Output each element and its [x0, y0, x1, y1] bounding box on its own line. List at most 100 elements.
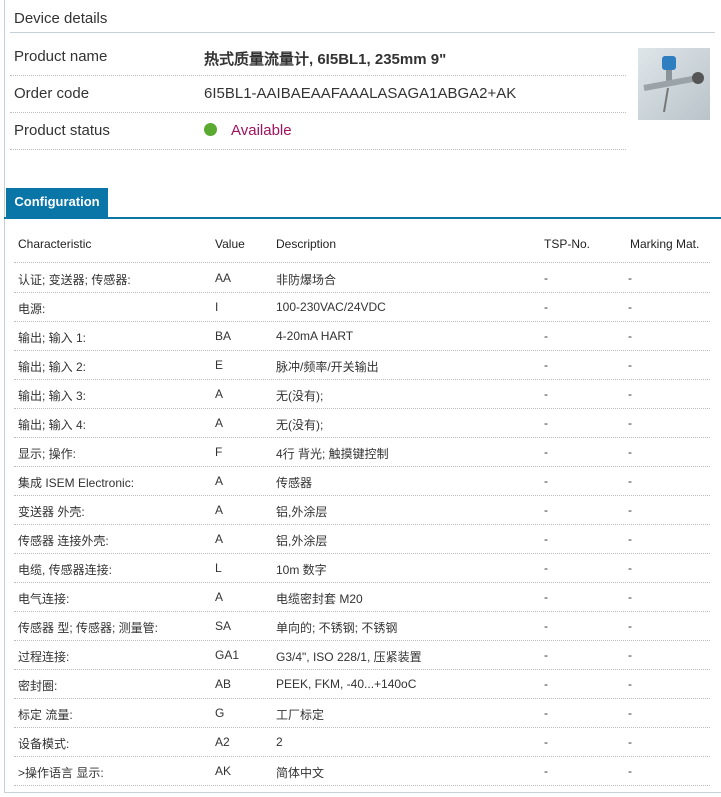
- header-tsp-no: TSP-No.: [544, 237, 591, 251]
- cell-marking-mat: -: [628, 329, 632, 343]
- table-row: 变送器 外壳: A 铝,外涂层 - -: [14, 495, 710, 525]
- cell-description: 单向的; 不锈钢; 不锈钢: [276, 621, 398, 635]
- product-name-row: Product name 热式质量流量计, 6I5BL1, 235mm 9": [10, 38, 626, 76]
- product-status-label: Product status: [14, 122, 110, 139]
- cell-value: A: [215, 416, 224, 430]
- tab-underline: [4, 217, 721, 219]
- table-row: 输出; 输入 2: E 脉冲/频率/开关输出 - -: [14, 350, 710, 380]
- cell-marking-mat: -: [628, 387, 632, 401]
- table-row: 电缆, 传感器连接: L 10m 数字 - -: [14, 553, 710, 583]
- cell-value: AK: [215, 764, 232, 778]
- cell-characteristic: 传感器 连接外壳:: [18, 534, 109, 548]
- cell-tsp-no: -: [544, 764, 548, 778]
- cell-description: 铝,外涂层: [276, 505, 328, 519]
- cell-value: A: [215, 387, 224, 401]
- cell-description: 4-20mA HART: [276, 329, 354, 343]
- cell-tsp-no: -: [544, 648, 548, 662]
- cell-characteristic: 认证; 变送器; 传感器:: [18, 273, 131, 287]
- product-image: [638, 48, 710, 120]
- cell-marking-mat: -: [628, 735, 632, 749]
- header-value: Value: [215, 237, 245, 251]
- cell-tsp-no: -: [544, 474, 548, 488]
- cell-characteristic: 电源:: [18, 302, 46, 316]
- cell-tsp-no: -: [544, 387, 548, 401]
- cell-value: A: [215, 590, 224, 604]
- cell-characteristic: 显示; 操作:: [18, 447, 77, 461]
- cell-marking-mat: -: [628, 300, 632, 314]
- cell-marking-mat: -: [628, 358, 632, 372]
- cell-characteristic: 密封圈:: [18, 679, 58, 693]
- table-row: >操作语言 显示: AK 简体中文 - -: [14, 756, 710, 786]
- table-row: 传感器 型; 传感器; 测量管: SA 单向的; 不锈钢; 不锈钢 - -: [14, 611, 710, 641]
- header-divider: [14, 262, 710, 263]
- header-marking-mat: Marking Mat.: [630, 237, 700, 251]
- table-row: 输出; 输入 4: A 无(没有); - -: [14, 408, 710, 438]
- cell-value: BA: [215, 329, 232, 343]
- table-row: 集成 ISEM Electronic: A 传感器 - -: [14, 466, 710, 496]
- cell-description: 简体中文: [276, 766, 325, 780]
- cell-characteristic: 输出; 输入 2:: [18, 360, 87, 374]
- header-description: Description: [276, 237, 337, 251]
- cell-tsp-no: -: [544, 503, 548, 517]
- cell-value: SA: [215, 619, 232, 633]
- cell-description: 无(没有);: [276, 389, 324, 403]
- cell-description: 4行 背光; 触摸键控制: [276, 447, 389, 461]
- cell-value: L: [215, 561, 222, 575]
- table-row: 标定 流量: G 工厂标定 - -: [14, 698, 710, 728]
- cell-marking-mat: -: [628, 503, 632, 517]
- order-code-row: Order code 6I5BL1-AAIBAEAAFAAALASAGA1ABG…: [10, 75, 626, 113]
- cell-tsp-no: -: [544, 619, 548, 633]
- cell-marking-mat: -: [628, 474, 632, 488]
- cell-tsp-no: -: [544, 706, 548, 720]
- cell-characteristic: 过程连接:: [18, 650, 70, 664]
- cell-characteristic: 电缆, 传感器连接:: [18, 563, 113, 577]
- cell-marking-mat: -: [628, 764, 632, 778]
- order-code-value: 6I5BL1-AAIBAEAAFAAALASAGA1ABGA2+AK: [204, 85, 517, 102]
- divider: [10, 32, 715, 33]
- table-row: 认证; 变送器; 传感器: AA 非防爆场合 - -: [14, 263, 710, 293]
- cell-tsp-no: -: [544, 532, 548, 546]
- cell-value: A: [215, 474, 224, 488]
- table-row: 设备模式: A2 2 - -: [14, 727, 710, 757]
- cell-tsp-no: -: [544, 677, 548, 691]
- table-row: 显示; 操作: F 4行 背光; 触摸键控制 - -: [14, 437, 710, 467]
- cell-value: GA1: [215, 648, 240, 662]
- product-status-row: Product status Available: [10, 112, 626, 150]
- cell-value: F: [215, 445, 223, 459]
- table-row: 过程连接: GA1 G3/4", ISO 228/1, 压紧装置 - -: [14, 640, 710, 670]
- cell-tsp-no: -: [544, 735, 548, 749]
- cell-description: G3/4", ISO 228/1, 压紧装置: [276, 650, 422, 664]
- cell-marking-mat: -: [628, 561, 632, 575]
- cell-marking-mat: -: [628, 648, 632, 662]
- product-name-value: 热式质量流量计, 6I5BL1, 235mm 9": [204, 51, 447, 68]
- cell-tsp-no: -: [544, 561, 548, 575]
- status-dot-icon: [204, 123, 217, 136]
- table-row: 输出; 输入 1: BA 4-20mA HART - -: [14, 321, 710, 351]
- table-row: 电气连接: A 电缆密封套 M20 - -: [14, 582, 710, 612]
- table-row: 传感器 连接外壳: A 铝,外涂层 - -: [14, 524, 710, 554]
- cell-characteristic: 输出; 输入 4:: [18, 418, 87, 432]
- cell-description: 10m 数字: [276, 563, 327, 577]
- cell-description: 非防爆场合: [276, 273, 337, 287]
- cell-tsp-no: -: [544, 271, 548, 285]
- cell-value: A2: [215, 735, 230, 749]
- cell-description: 电缆密封套 M20: [276, 592, 363, 606]
- cell-value: E: [215, 358, 224, 372]
- panel-frame: [4, 0, 721, 793]
- cell-description: 2: [276, 735, 283, 749]
- cell-marking-mat: -: [628, 532, 632, 546]
- cell-value: A: [215, 503, 224, 517]
- tab-configuration[interactable]: Configuration: [6, 188, 108, 218]
- cell-marking-mat: -: [628, 590, 632, 604]
- cell-description: 无(没有);: [276, 418, 324, 432]
- cell-marking-mat: -: [628, 706, 632, 720]
- cell-description: 传感器: [276, 476, 313, 490]
- table-row: 密封圈: AB PEEK, FKM, -40...+140oC - -: [14, 669, 710, 699]
- cell-value: AA: [215, 271, 232, 285]
- cell-description: 工厂标定: [276, 708, 325, 722]
- table-row: 输出; 输入 3: A 无(没有); - -: [14, 379, 710, 409]
- cell-description: 脉冲/频率/开关输出: [276, 360, 379, 374]
- cell-marking-mat: -: [628, 271, 632, 285]
- cell-description: PEEK, FKM, -40...+140oC: [276, 677, 417, 691]
- cell-value: AB: [215, 677, 232, 691]
